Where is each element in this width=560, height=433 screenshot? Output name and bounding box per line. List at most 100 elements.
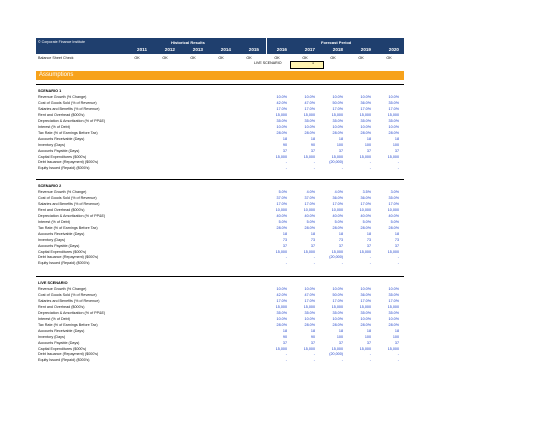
- assumption-cell[interactable]: 17.0%: [304, 298, 315, 303]
- assumption-cell[interactable]: 17.0%: [388, 106, 399, 111]
- assumption-cell[interactable]: 28.0%: [276, 225, 287, 230]
- assumption-cell[interactable]: 90: [282, 334, 287, 339]
- assumption-cell[interactable]: 10.0%: [332, 124, 343, 129]
- assumption-cell[interactable]: 10,000: [331, 207, 343, 212]
- assumption-cell[interactable]: 28.0%: [332, 225, 343, 230]
- assumption-cell[interactable]: 37: [366, 148, 371, 153]
- assumption-cell[interactable]: 3.0%: [390, 190, 399, 194]
- assumption-cell[interactable]: 28.0%: [360, 130, 371, 135]
- assumption-cell[interactable]: 73: [310, 237, 315, 242]
- assumption-cell[interactable]: (20,000): [329, 352, 343, 357]
- assumption-cell[interactable]: 4.0%: [306, 190, 315, 194]
- assumption-cell[interactable]: 35.0%: [388, 310, 399, 315]
- assumption-cell[interactable]: -: [285, 261, 287, 266]
- assumption-cell[interactable]: 42.0%: [276, 100, 287, 105]
- assumption-cell[interactable]: 18: [282, 328, 287, 333]
- assumption-cell[interactable]: 15,000: [387, 346, 399, 351]
- assumption-cell[interactable]: 28.0%: [304, 322, 315, 327]
- assumption-cell[interactable]: 28.0%: [360, 225, 371, 230]
- assumption-cell[interactable]: 18: [282, 136, 287, 141]
- assumption-cell[interactable]: 18: [338, 136, 343, 141]
- assumption-cell[interactable]: 15,000: [387, 249, 399, 254]
- assumption-cell[interactable]: 35.0%: [360, 118, 371, 123]
- assumption-cell[interactable]: 18: [394, 136, 399, 141]
- assumption-cell[interactable]: 35.0%: [388, 118, 399, 123]
- assumption-cell[interactable]: 10,000: [303, 207, 315, 212]
- assumption-cell[interactable]: 10.0%: [304, 95, 315, 99]
- live-scenario-input[interactable]: [290, 60, 324, 69]
- assumption-cell[interactable]: 18: [338, 328, 343, 333]
- assumption-cell[interactable]: 10.0%: [332, 95, 343, 99]
- assumption-cell[interactable]: 18: [366, 136, 371, 141]
- assumption-cell[interactable]: 15,000: [359, 154, 371, 159]
- assumption-cell[interactable]: 100: [336, 334, 343, 339]
- assumption-cell[interactable]: 15,000: [359, 112, 371, 117]
- assumption-cell[interactable]: 15,000: [303, 346, 315, 351]
- assumption-cell[interactable]: 10.0%: [276, 316, 287, 321]
- assumption-cell[interactable]: 36.0%: [332, 195, 343, 200]
- assumption-cell[interactable]: 47.0%: [304, 292, 315, 297]
- assumption-cell[interactable]: 15,000: [275, 346, 287, 351]
- assumption-cell[interactable]: 28.0%: [276, 130, 287, 135]
- assumption-cell[interactable]: 17.0%: [276, 201, 287, 206]
- assumption-cell[interactable]: 28.0%: [360, 322, 371, 327]
- assumption-cell[interactable]: 17.0%: [388, 201, 399, 206]
- assumption-cell[interactable]: -: [369, 160, 371, 165]
- assumption-cell[interactable]: 15,000: [387, 304, 399, 309]
- assumption-cell[interactable]: 15,000: [303, 154, 315, 159]
- assumption-cell[interactable]: 90: [310, 142, 315, 147]
- assumption-cell[interactable]: 15,000: [331, 112, 343, 117]
- assumption-cell[interactable]: 10.0%: [388, 95, 399, 99]
- assumption-cell[interactable]: 15,000: [387, 154, 399, 159]
- assumption-cell[interactable]: 73: [394, 237, 399, 242]
- assumption-cell[interactable]: -: [285, 352, 287, 357]
- assumption-cell[interactable]: 17.0%: [388, 298, 399, 303]
- assumption-cell[interactable]: 10.0%: [360, 124, 371, 129]
- assumption-cell[interactable]: 15,000: [275, 304, 287, 309]
- assumption-cell[interactable]: 37: [394, 148, 399, 153]
- assumption-cell[interactable]: 28.0%: [304, 225, 315, 230]
- assumption-cell[interactable]: 17.0%: [360, 106, 371, 111]
- assumption-cell[interactable]: 10.0%: [276, 95, 287, 99]
- assumption-cell[interactable]: 4.0%: [334, 190, 343, 194]
- assumption-cell[interactable]: (20,000): [329, 160, 343, 165]
- assumption-cell[interactable]: 35.0%: [304, 310, 315, 315]
- assumption-cell[interactable]: 73: [366, 237, 371, 242]
- assumption-cell[interactable]: 100: [392, 334, 399, 339]
- assumption-cell[interactable]: -: [313, 352, 315, 357]
- assumption-cell[interactable]: 10.0%: [304, 124, 315, 129]
- assumption-cell[interactable]: 15,000: [275, 112, 287, 117]
- assumption-cell[interactable]: 37: [310, 340, 315, 345]
- assumption-cell[interactable]: 5.0%: [306, 219, 315, 224]
- assumption-cell[interactable]: 10.0%: [360, 95, 371, 99]
- assumption-cell[interactable]: 17.0%: [360, 298, 371, 303]
- assumption-cell[interactable]: 17.0%: [304, 201, 315, 206]
- assumption-cell[interactable]: 90: [282, 142, 287, 147]
- assumption-cell[interactable]: 37.0%: [304, 195, 315, 200]
- assumption-cell[interactable]: 5.0%: [278, 190, 287, 194]
- assumption-cell[interactable]: 17.0%: [276, 106, 287, 111]
- assumption-cell[interactable]: 15,000: [359, 249, 371, 254]
- assumption-cell[interactable]: 37: [338, 340, 343, 345]
- assumption-cell[interactable]: 10.0%: [388, 287, 399, 291]
- assumption-cell[interactable]: 15,000: [331, 249, 343, 254]
- assumption-cell[interactable]: 35.0%: [360, 310, 371, 315]
- assumption-cell[interactable]: 18: [310, 136, 315, 141]
- assumption-cell[interactable]: 17.0%: [276, 298, 287, 303]
- assumption-cell[interactable]: 3.5%: [362, 190, 371, 194]
- assumption-cell[interactable]: 35.0%: [388, 100, 399, 105]
- assumption-cell[interactable]: -: [369, 261, 371, 266]
- assumption-cell[interactable]: -: [285, 358, 287, 363]
- assumption-cell[interactable]: -: [313, 261, 315, 266]
- assumption-cell[interactable]: 42.0%: [276, 292, 287, 297]
- assumption-cell[interactable]: 17.0%: [360, 201, 371, 206]
- assumption-cell[interactable]: 15,000: [303, 112, 315, 117]
- assumption-cell[interactable]: 15,000: [359, 304, 371, 309]
- assumption-cell[interactable]: 10.0%: [332, 287, 343, 291]
- assumption-cell[interactable]: 15,000: [275, 154, 287, 159]
- assumption-cell[interactable]: 100: [392, 142, 399, 147]
- assumption-cell[interactable]: 90: [310, 334, 315, 339]
- assumption-cell[interactable]: 100: [364, 334, 371, 339]
- assumption-cell[interactable]: 10.0%: [304, 316, 315, 321]
- assumption-cell[interactable]: 50.0%: [332, 100, 343, 105]
